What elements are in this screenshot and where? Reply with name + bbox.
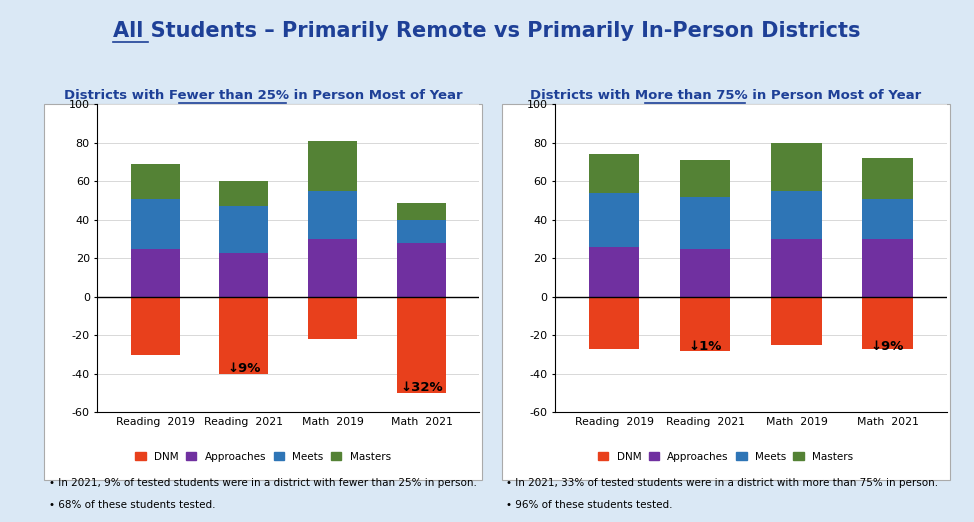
Legend: DNM, Approaches, Meets, Masters: DNM, Approaches, Meets, Masters [131,447,394,466]
Bar [309,297,357,339]
Bar [309,191,357,239]
Text: • In 2021, 33% of tested students were in a district with more than 75% in perso: • In 2021, 33% of tested students were i… [506,478,939,488]
Bar [131,297,179,354]
Bar [131,164,179,199]
Bar [219,206,268,253]
Bar [397,220,446,243]
Text: • 96% of these students tested.: • 96% of these students tested. [506,500,673,509]
Bar [771,239,821,297]
Bar [131,199,179,249]
Bar [681,249,730,297]
Bar [863,297,913,349]
Bar [863,239,913,297]
Bar [219,182,268,206]
Text: All Students – Primarily Remote vs Primarily In-Person Districts: All Students – Primarily Remote vs Prima… [113,21,861,41]
Bar [309,141,357,191]
Bar [589,155,639,193]
Bar [863,158,913,199]
Bar [219,297,268,374]
Text: ↓9%: ↓9% [227,362,261,375]
Bar [397,297,446,393]
Bar [681,197,730,249]
Bar [589,193,639,247]
Bar [589,297,639,349]
Bar [397,243,446,297]
Text: ↓32%: ↓32% [400,381,443,394]
Bar [771,191,821,239]
Text: • In 2021, 9% of tested students were in a district with fewer than 25% in perso: • In 2021, 9% of tested students were in… [49,478,476,488]
Bar [681,297,730,351]
Bar [309,239,357,297]
Bar [771,297,821,345]
Bar [589,247,639,297]
Text: • 68% of these students tested.: • 68% of these students tested. [49,500,215,509]
Text: Districts with More than 75% in Person Most of Year: Districts with More than 75% in Person M… [530,89,921,102]
Text: ↓9%: ↓9% [871,340,904,353]
Legend: DNM, Approaches, Meets, Masters: DNM, Approaches, Meets, Masters [594,447,857,466]
Text: ↓1%: ↓1% [689,340,722,353]
Bar [219,253,268,297]
Bar [681,160,730,197]
Text: Districts with Fewer than 25% in Person Most of Year: Districts with Fewer than 25% in Person … [63,89,463,102]
Bar [131,249,179,297]
Bar [863,199,913,239]
Bar [771,143,821,191]
Bar [397,203,446,220]
